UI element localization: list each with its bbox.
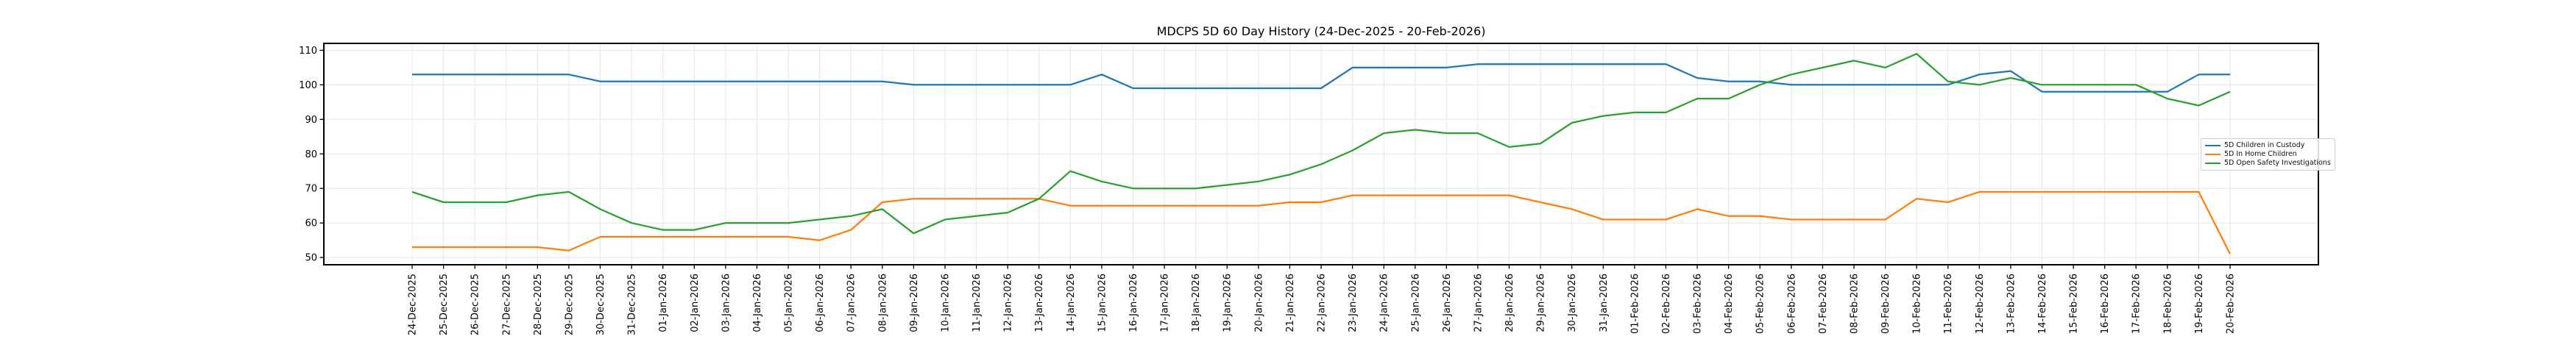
x-tick-label: 24-Dec-2025 xyxy=(408,274,419,335)
x-tick-label: 19-Jan-2026 xyxy=(1222,274,1234,332)
x-tick-label: 28-Jan-2026 xyxy=(1504,274,1515,332)
x-tick-label: 15-Feb-2026 xyxy=(2069,274,2080,334)
x-tick-label: 25-Jan-2026 xyxy=(1410,274,1421,332)
x-tick-label: 01-Feb-2026 xyxy=(1630,274,1641,334)
x-tick-label: 07-Feb-2026 xyxy=(1818,274,1829,334)
legend-item-5d-in-home-children: 5D In Home Children xyxy=(2205,150,2331,159)
x-tick-label: 21-Jan-2026 xyxy=(1285,274,1296,332)
x-tick-label: 03-Jan-2026 xyxy=(721,274,732,332)
legend-item-5d-open-safety-investigations: 5D Open Safety Investigations xyxy=(2205,159,2331,168)
x-tick-label: 29-Dec-2025 xyxy=(564,274,575,335)
x-tick-label: 04-Feb-2026 xyxy=(1724,274,1735,334)
y-tick-label: 90 xyxy=(305,115,317,126)
grid-horizontal xyxy=(324,49,2318,258)
x-tick-label: 10-Feb-2026 xyxy=(1912,274,1923,334)
x-tick-label: 03-Feb-2026 xyxy=(1693,274,1704,334)
x-tick-label: 13-Jan-2026 xyxy=(1034,274,1045,332)
x-tick-label: 09-Jan-2026 xyxy=(909,274,920,332)
series-line-5d-in-home-children xyxy=(412,190,2232,254)
x-tick-label: 06-Jan-2026 xyxy=(815,274,826,332)
x-tick-label: 06-Feb-2026 xyxy=(1786,274,1797,334)
x-tick-label: 30-Jan-2026 xyxy=(1567,274,1578,332)
x-tick-label: 02-Feb-2026 xyxy=(1661,274,1672,334)
x-tick-label: 18-Jan-2026 xyxy=(1191,274,1202,332)
x-tick-label: 20-Feb-2026 xyxy=(2226,274,2237,334)
x-tick-label: 01-Jan-2026 xyxy=(658,274,669,332)
x-tick-label: 29-Jan-2026 xyxy=(1536,274,1547,332)
x-tick-label: 17-Feb-2026 xyxy=(2131,274,2142,334)
x-tick-label: 14-Feb-2026 xyxy=(2037,274,2048,334)
y-tick-label: 80 xyxy=(305,149,317,160)
x-tick-label: 12-Jan-2026 xyxy=(1003,274,1014,332)
x-tick-labels: 24-Dec-2025 25-Dec-2025 26-Dec-2025 27-Dec-… xyxy=(408,274,2237,335)
x-tick-label: 12-Feb-2026 xyxy=(1975,274,1986,334)
x-tick-label: 05-Jan-2026 xyxy=(784,274,795,332)
x-tick-label: 27-Jan-2026 xyxy=(1473,274,1484,332)
x-tick-label: 04-Jan-2026 xyxy=(752,274,763,332)
legend: 5D Children in Custody 5D In Home Childre… xyxy=(2201,138,2335,171)
legend-label: 5D Children in Custody xyxy=(2224,141,2305,149)
legend-label: 5D In Home Children xyxy=(2224,150,2297,158)
x-tick-label: 18-Feb-2026 xyxy=(2162,274,2173,334)
legend-line-swatch xyxy=(2205,144,2221,147)
x-tick-label: 15-Jan-2026 xyxy=(1097,274,1108,332)
y-tick-label: 60 xyxy=(305,218,317,229)
y-tick-label: 50 xyxy=(305,253,317,264)
legend-line-swatch xyxy=(2205,162,2221,165)
plot-area: 50 60 70 80 90 100 110 24-Dec-2025 25-Dec-2025 26… xyxy=(299,43,2319,335)
x-tick-label: 26-Jan-2026 xyxy=(1442,274,1453,332)
x-ticks xyxy=(411,265,2231,269)
x-tick-label: 02-Jan-2026 xyxy=(690,274,701,332)
legend-label: 5D Open Safety Investigations xyxy=(2224,159,2331,167)
x-tick-label: 09-Feb-2026 xyxy=(1880,274,1892,334)
y-tick-label: 110 xyxy=(299,46,317,57)
x-tick-label: 25-Dec-2025 xyxy=(439,274,450,335)
series-line-5d-children-in-custody xyxy=(412,63,2230,93)
x-tick-label: 16-Feb-2026 xyxy=(2100,274,2111,334)
x-tick-label: 24-Jan-2026 xyxy=(1379,274,1390,332)
x-tick-label: 08-Jan-2026 xyxy=(877,274,888,332)
x-tick-label: 05-Feb-2026 xyxy=(1755,274,1766,334)
x-tick-label: 11-Feb-2026 xyxy=(1943,274,1954,334)
x-tick-label: 11-Jan-2026 xyxy=(972,274,983,332)
x-tick-label: 22-Jan-2026 xyxy=(1317,274,1328,332)
x-tick-label: 20-Jan-2026 xyxy=(1253,274,1264,332)
series-line-5d-open-safety-investigations xyxy=(411,52,2231,235)
x-tick-label: 26-Dec-2025 xyxy=(470,274,481,335)
x-tick-label: 27-Dec-2025 xyxy=(501,274,512,335)
x-tick-label: 16-Jan-2026 xyxy=(1128,274,1139,332)
x-tick-label: 28-Dec-2025 xyxy=(533,274,544,335)
legend-item-5d-children-in-custody: 5D Children in Custody xyxy=(2205,141,2331,150)
legend-line-swatch xyxy=(2205,153,2221,156)
x-tick-label: 31-Jan-2026 xyxy=(1599,274,1610,332)
x-tick-label: 13-Feb-2026 xyxy=(2006,274,2017,334)
x-tick-label: 17-Jan-2026 xyxy=(1160,274,1171,332)
x-tick-label: 08-Feb-2026 xyxy=(1850,274,1861,334)
y-tick-labels: 50 60 70 80 90 100 110 xyxy=(299,46,317,264)
y-tick-label: 70 xyxy=(305,184,317,195)
x-tick-label: 07-Jan-2026 xyxy=(846,274,857,332)
y-ticks xyxy=(319,49,323,258)
chart-title: MDCPS 5D 60 Day History (24-Dec-2025 - 2… xyxy=(1156,24,1486,38)
x-tick-label: 23-Jan-2026 xyxy=(1348,274,1359,332)
x-tick-label: 30-Dec-2025 xyxy=(595,274,606,335)
y-tick-label: 100 xyxy=(299,80,317,91)
x-tick-label: 14-Jan-2026 xyxy=(1066,274,1077,332)
x-tick-label: 31-Dec-2025 xyxy=(627,274,638,335)
x-tick-label: 10-Jan-2026 xyxy=(941,274,952,332)
x-tick-label: 19-Feb-2026 xyxy=(2194,274,2205,334)
